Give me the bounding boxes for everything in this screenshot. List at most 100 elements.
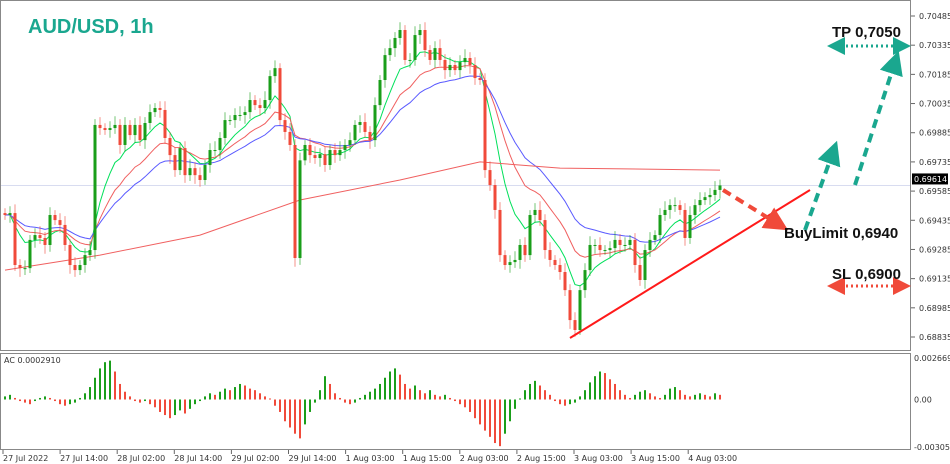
candle (573, 320, 577, 330)
main-chart-frame (0, 0, 911, 351)
candle (258, 105, 262, 109)
candle (253, 100, 257, 106)
time-tick-label: 2 Aug 15:00 (517, 454, 566, 463)
candle (18, 265, 22, 269)
candle (153, 108, 157, 113)
time-tick-label: 1 Aug 15:00 (403, 454, 452, 463)
candle (343, 144, 347, 151)
candle (623, 244, 627, 246)
candle (358, 122, 362, 125)
candle (278, 68, 282, 121)
time-tick-label: 1 Aug 03:00 (346, 454, 395, 463)
candle (248, 100, 252, 113)
candle (478, 78, 482, 81)
candle (218, 137, 222, 151)
candle (213, 150, 217, 152)
candle (523, 244, 527, 256)
candle (428, 50, 432, 60)
buy-limit-arrow (721, 188, 789, 231)
ma-fast-line (4, 51, 721, 287)
candle (33, 235, 37, 240)
candle (3, 213, 7, 216)
candle (413, 35, 417, 60)
candle (718, 185, 722, 190)
candle (678, 205, 682, 210)
candle (118, 124, 122, 145)
price-tick-label: 0.69435 (919, 216, 950, 225)
candle (288, 131, 292, 145)
candle (138, 124, 142, 141)
candle (703, 197, 707, 201)
candle (133, 124, 137, 136)
candle (38, 235, 42, 238)
candle (128, 124, 132, 136)
candle (338, 150, 342, 156)
candle (688, 215, 692, 238)
candle (8, 213, 12, 216)
time-tick-label: 3 Aug 03:00 (574, 454, 623, 463)
candle (403, 30, 407, 60)
candle (48, 215, 52, 245)
candle (468, 58, 472, 66)
candle (78, 265, 82, 271)
candle (43, 237, 47, 245)
candle (433, 48, 437, 60)
candle (308, 144, 312, 156)
candle (708, 194, 712, 198)
tp-label: TP 0,7050 (832, 24, 901, 41)
candle (683, 209, 687, 238)
candle (263, 100, 267, 109)
candle (643, 250, 647, 280)
candle (628, 239, 632, 245)
candle (348, 140, 352, 145)
candle (63, 224, 67, 245)
candle (548, 250, 552, 260)
candle (673, 205, 677, 207)
time-tick-label: 27 Jul 2022 (3, 454, 48, 463)
time-tick-label: 3 Aug 15:00 (631, 454, 680, 463)
time-tick-label: 2 Aug 03:00 (460, 454, 509, 463)
candle (668, 205, 672, 210)
candle (108, 128, 112, 131)
candle (533, 209, 537, 216)
candle (448, 65, 452, 71)
candle (633, 239, 637, 266)
current-price-label: 0.69614 (914, 175, 947, 184)
candle (328, 150, 332, 166)
candle (513, 259, 517, 263)
candle (418, 30, 422, 36)
indicator-frame (0, 353, 911, 450)
time-tick-label: 29 Jul 02:00 (231, 454, 279, 463)
candle (473, 65, 477, 79)
time-tick-label: 4 Aug 03:00 (688, 454, 737, 463)
candle (503, 255, 507, 266)
time-tick-label: 28 Jul 14:00 (174, 454, 222, 463)
candle (493, 185, 497, 210)
buy-limit-label: BuyLimit 0,6940 (784, 225, 898, 242)
price-tick-label: 0.70035 (919, 100, 950, 109)
candle (593, 244, 597, 246)
candle (188, 168, 192, 176)
candle (353, 124, 357, 141)
price-tick-label: 0.69735 (919, 158, 950, 167)
candle (388, 48, 392, 56)
candle (638, 265, 642, 280)
indicator-tick-label: 0.0026692 (914, 354, 950, 363)
candle (268, 76, 272, 101)
candle (113, 124, 117, 129)
candle (283, 120, 287, 132)
candle (558, 265, 562, 273)
candle (488, 170, 492, 186)
candle (208, 150, 212, 166)
candle (398, 30, 402, 38)
candle (223, 120, 227, 138)
time-tick-label: 29 Jul 14:00 (289, 454, 337, 463)
candle (453, 65, 457, 71)
candle (713, 189, 717, 195)
candle (163, 109, 167, 138)
candle (378, 80, 382, 106)
price-tick-label: 0.69585 (919, 187, 950, 196)
candle (148, 112, 152, 123)
candle (203, 165, 207, 181)
